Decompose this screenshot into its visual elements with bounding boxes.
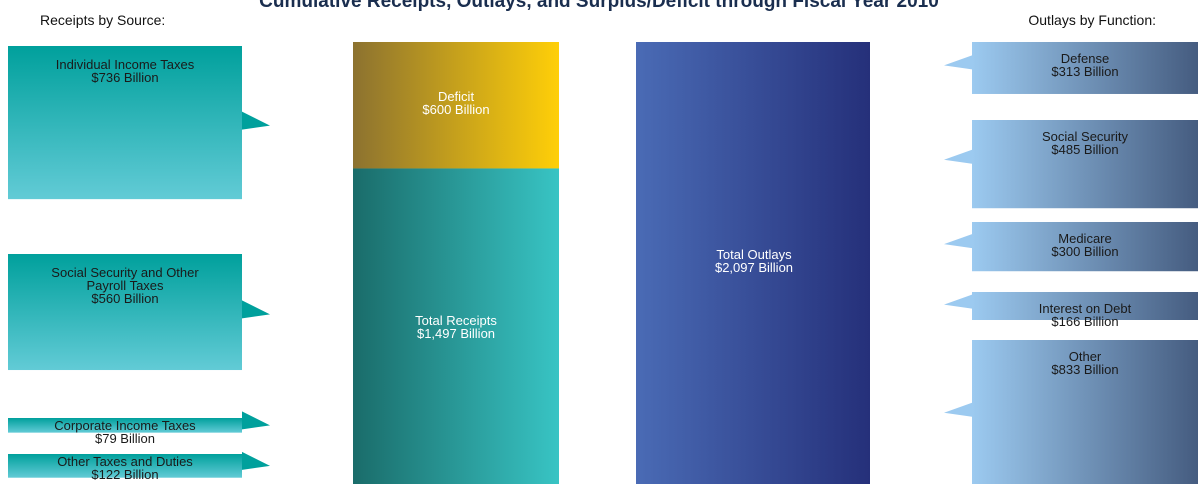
receipt-individual-income-taxes-label-line: Individual Income Taxes: [55, 57, 195, 72]
outlay-other-label-line: $833 Billion: [1051, 362, 1119, 377]
receipt-individual-income-taxes-label-line: $736 Billion: [91, 70, 159, 85]
outlay-defense-label-line: Defense: [1060, 51, 1110, 66]
receipt-social-security-and-other-bar: [8, 254, 242, 371]
receipt-other-taxes-and-duties-label: Other Taxes and Duties $122 Billion: [7, 455, 243, 481]
receipt-corporate-income-taxes-label-line: $79 Billion: [95, 431, 155, 446]
outlays-heading: Outlays by Function:: [1028, 12, 1156, 28]
receipt-individual-income-taxes-pointer: [242, 111, 270, 130]
outlay-social-security-pointer: [944, 149, 972, 164]
outlay-interest-on-debt-label-line: $166 Billion: [1051, 314, 1119, 329]
receipt-corporate-income-taxes-pointer: [242, 411, 270, 430]
total-receipts-label-line: $1,497 Billion: [416, 326, 496, 341]
outlay-other-label-line: Other: [1068, 349, 1102, 364]
outlay-social-security-label-line: $485 Billion: [1051, 142, 1119, 157]
total-receipts-bar: [353, 168, 559, 484]
deficit-label-line: Deficit: [437, 89, 475, 104]
outlay-other-bar: [972, 340, 1198, 484]
total-outlays-label-line: Total Outlays: [716, 247, 792, 262]
outlay-medicare-label-line: Medicare: [1058, 231, 1112, 246]
outlay-social-security-bar: [972, 120, 1198, 209]
receipt-social-security-and-other-label-line: Payroll Taxes: [86, 278, 164, 293]
deficit-label-line: $600 Billion: [422, 102, 490, 117]
receipt-social-security-and-other-label: Social Security and Other Payroll Taxes $5…: [7, 266, 243, 305]
outlay-defense-pointer: [944, 55, 972, 70]
deficit-bar: [353, 42, 559, 169]
outlay-defense-bar: [972, 42, 1198, 94]
receipt-social-security-and-other-label-line: Social Security and Other: [51, 265, 199, 280]
total-outlays-label-line: $2,097 Billion: [714, 260, 794, 275]
outlay-defense-label-line: $313 Billion: [1051, 64, 1119, 79]
receipts-heading: Receipts by Source:: [40, 12, 166, 28]
outlay-medicare-label-line: $300 Billion: [1051, 244, 1119, 259]
chart-title: Cumulative Receipts, Outlays, and Surplu…: [259, 0, 939, 12]
receipt-other-taxes-and-duties-label-line: Other Taxes and Duties: [57, 454, 193, 469]
outlay-medicare-label: Medicare $300 Billion: [975, 232, 1195, 258]
outlay-defense-label: Defense $313 Billion: [975, 52, 1195, 78]
total-receipts-label-line: Total Receipts: [415, 313, 497, 328]
outlay-medicare-bar: [972, 222, 1198, 272]
receipt-other-taxes-and-duties-label-line: $122 Billion: [91, 467, 159, 482]
total-outlays-label: Total Outlays $2,097 Billion: [644, 248, 864, 274]
receipt-corporate-income-taxes-label-line: Corporate Income Taxes: [54, 418, 196, 433]
outlay-medicare-pointer: [944, 234, 972, 249]
outlay-other-pointer: [944, 402, 972, 417]
outlay-social-security-label-line: Social Security: [1042, 129, 1128, 144]
outlay-other-label: Other $833 Billion: [975, 350, 1195, 376]
receipt-other-taxes-and-duties-bar: [8, 454, 242, 478]
receipt-social-security-and-other-pointer: [242, 300, 270, 319]
receipt-social-security-and-other-label-line: $560 Billion: [91, 291, 159, 306]
outlay-social-security-label: Social Security $485 Billion: [975, 130, 1195, 156]
receipt-corporate-income-taxes-bar: [8, 418, 242, 433]
outlay-interest-on-debt-bar: [972, 292, 1198, 320]
total-receipts-label: Total Receipts $1,497 Billion: [356, 314, 556, 340]
outlay-interest-on-debt-pointer: [944, 294, 972, 309]
deficit-label: Deficit $600 Billion: [356, 90, 556, 116]
receipt-individual-income-taxes-label: Individual Income Taxes $736 Billion: [7, 58, 243, 84]
receipt-other-taxes-and-duties-pointer: [242, 451, 270, 470]
receipt-individual-income-taxes-bar: [8, 46, 242, 200]
total-outlays-bar: [636, 42, 870, 484]
receipt-corporate-income-taxes-label: Corporate Income Taxes $79 Billion: [7, 419, 243, 445]
outlay-interest-on-debt-label-line: Interest on Debt: [1038, 301, 1132, 316]
outlay-interest-on-debt-label: Interest on Debt $166 Billion: [975, 302, 1195, 328]
